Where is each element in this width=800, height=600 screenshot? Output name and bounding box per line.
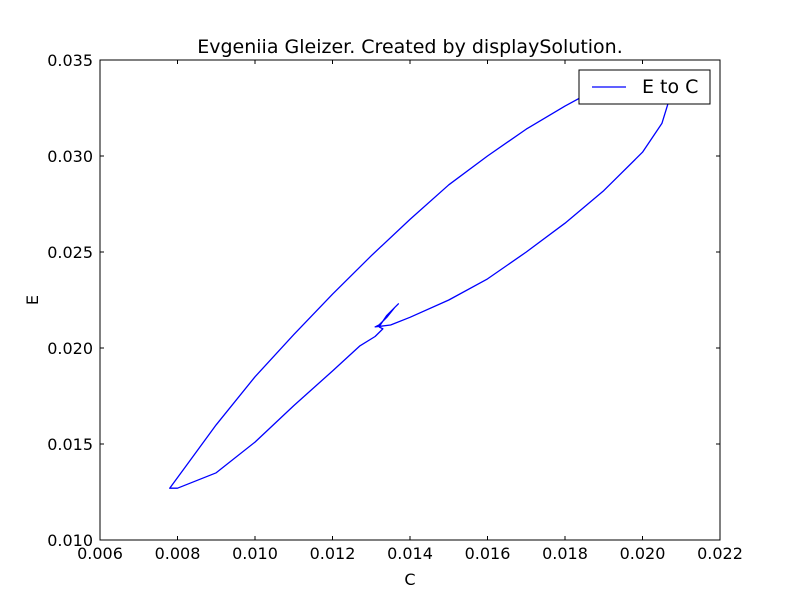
y-tick-label: 0.035 — [47, 51, 93, 70]
plot-area — [100, 60, 720, 540]
x-tick-label: 0.018 — [542, 544, 588, 563]
legend: E to C — [578, 69, 711, 105]
y-tick-label: 0.015 — [47, 435, 93, 454]
ticks-layer: 0.006 0.008 0.010 0.012 0.014 0.016 0.018 0.020… — [47, 51, 743, 563]
y-tick-label: 0.030 — [47, 147, 93, 166]
x-tick-label: 0.006 — [77, 544, 123, 563]
y-axis-label: E — [23, 295, 42, 305]
y-tick-label: 0.025 — [47, 243, 93, 262]
x-axis-label: C — [404, 570, 415, 589]
x-tick-label: 0.022 — [697, 544, 743, 563]
x-tick-label: 0.010 — [232, 544, 278, 563]
chart-title: Evgeniia Gleizer. Created by displaySolu… — [197, 36, 623, 58]
x-tick-label: 0.014 — [387, 544, 433, 563]
legend-label: E to C — [642, 76, 698, 98]
plot-frame — [99, 59, 721, 541]
x-tick-label: 0.020 — [620, 544, 666, 563]
x-tick-label: 0.008 — [155, 544, 201, 563]
x-tick-label: 0.012 — [310, 544, 356, 563]
y-tick-label: 0.010 — [47, 531, 93, 550]
x-tick-label: 0.016 — [465, 544, 511, 563]
y-tick-label: 0.020 — [47, 339, 93, 358]
